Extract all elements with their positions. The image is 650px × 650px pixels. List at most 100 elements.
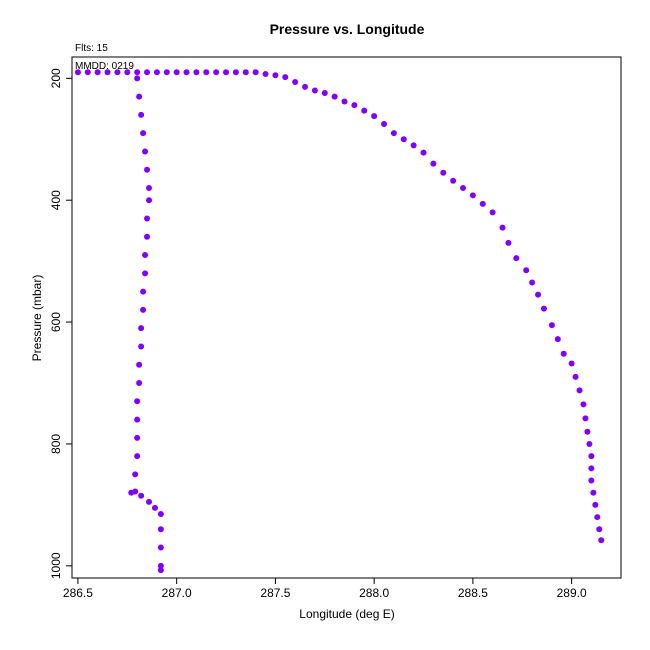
data-points xyxy=(74,69,605,574)
data-point xyxy=(140,288,147,295)
data-point xyxy=(460,185,467,192)
data-point xyxy=(142,270,149,277)
data-point xyxy=(535,291,542,298)
data-point xyxy=(400,136,407,143)
data-point xyxy=(138,325,145,332)
data-point xyxy=(361,107,368,114)
data-point xyxy=(469,192,476,199)
data-point xyxy=(142,252,149,259)
data-point xyxy=(173,69,180,76)
data-point xyxy=(157,511,164,518)
data-point xyxy=(598,537,605,544)
data-point xyxy=(74,69,81,76)
data-point xyxy=(331,93,338,100)
data-point xyxy=(252,69,259,76)
data-point xyxy=(371,113,378,120)
data-point xyxy=(153,69,160,76)
data-point xyxy=(572,373,579,380)
data-point xyxy=(262,71,269,78)
x-tick-label: 288.5 xyxy=(458,586,488,600)
data-point xyxy=(420,149,427,156)
data-point xyxy=(430,160,437,167)
data-point xyxy=(151,504,158,511)
data-point xyxy=(499,224,506,231)
y-tick-label: 800 xyxy=(49,434,63,454)
data-point xyxy=(594,514,601,521)
data-point xyxy=(292,78,299,85)
data-point xyxy=(146,498,153,505)
data-point xyxy=(136,93,143,100)
x-axis-label: Longitude (deg E) xyxy=(299,607,394,621)
data-point xyxy=(140,130,147,137)
data-point xyxy=(588,477,595,484)
data-point xyxy=(104,69,111,76)
data-point xyxy=(242,69,249,76)
data-point xyxy=(586,440,593,447)
data-point xyxy=(203,69,210,76)
data-point xyxy=(523,267,530,274)
data-point xyxy=(183,69,190,76)
plot-frame xyxy=(71,56,622,579)
y-tick-label: 200 xyxy=(49,68,63,88)
data-point xyxy=(144,69,151,76)
data-point xyxy=(193,69,200,76)
data-point xyxy=(134,69,141,76)
data-point xyxy=(134,398,141,405)
data-point xyxy=(588,453,595,460)
data-point xyxy=(138,492,145,499)
data-point xyxy=(272,72,279,79)
data-point xyxy=(136,380,143,387)
data-point xyxy=(282,74,289,81)
data-point xyxy=(140,306,147,313)
data-point xyxy=(381,121,388,128)
y-tick-label: 600 xyxy=(49,312,63,332)
data-point xyxy=(588,465,595,472)
data-point xyxy=(134,416,141,423)
data-point xyxy=(596,526,603,533)
data-point xyxy=(84,69,91,76)
data-point xyxy=(163,69,170,76)
data-point xyxy=(134,75,141,82)
data-point xyxy=(94,69,101,76)
data-point xyxy=(157,544,164,551)
data-point xyxy=(590,489,597,496)
data-point xyxy=(489,209,496,216)
data-point xyxy=(213,69,220,76)
x-axis: 286.5 287.0 287.5 288.0 288.5 289.0 xyxy=(63,578,587,600)
data-point xyxy=(146,197,153,204)
x-tick-label: 286.5 xyxy=(63,586,93,600)
data-point xyxy=(576,387,583,394)
data-point xyxy=(582,415,589,422)
x-tick-label: 287.0 xyxy=(162,586,192,600)
data-point xyxy=(410,142,417,149)
data-point xyxy=(134,453,141,460)
data-point xyxy=(138,111,145,118)
data-point xyxy=(513,255,520,262)
data-point xyxy=(341,98,348,105)
data-point xyxy=(302,83,309,90)
data-point xyxy=(479,200,486,207)
data-point xyxy=(138,343,145,350)
x-tick-label: 287.5 xyxy=(260,586,290,600)
data-point xyxy=(505,239,512,246)
data-point xyxy=(144,233,151,240)
data-point xyxy=(124,69,131,76)
data-point xyxy=(351,102,358,109)
data-point xyxy=(529,279,536,286)
data-point xyxy=(568,360,575,367)
data-point xyxy=(114,69,121,76)
chart-title: Pressure vs. Longitude xyxy=(270,21,425,37)
data-point xyxy=(440,169,447,176)
y-axis-label: Pressure (mbar) xyxy=(30,275,44,362)
data-point xyxy=(128,489,135,496)
data-point xyxy=(146,185,153,192)
data-point xyxy=(142,148,149,155)
data-point xyxy=(144,166,151,173)
data-point xyxy=(450,177,457,184)
data-point xyxy=(136,361,143,368)
y-tick-label: 1000 xyxy=(49,552,63,579)
x-tick-label: 288.0 xyxy=(359,586,389,600)
data-point xyxy=(144,215,151,222)
data-point xyxy=(134,434,141,441)
data-point xyxy=(584,428,591,435)
